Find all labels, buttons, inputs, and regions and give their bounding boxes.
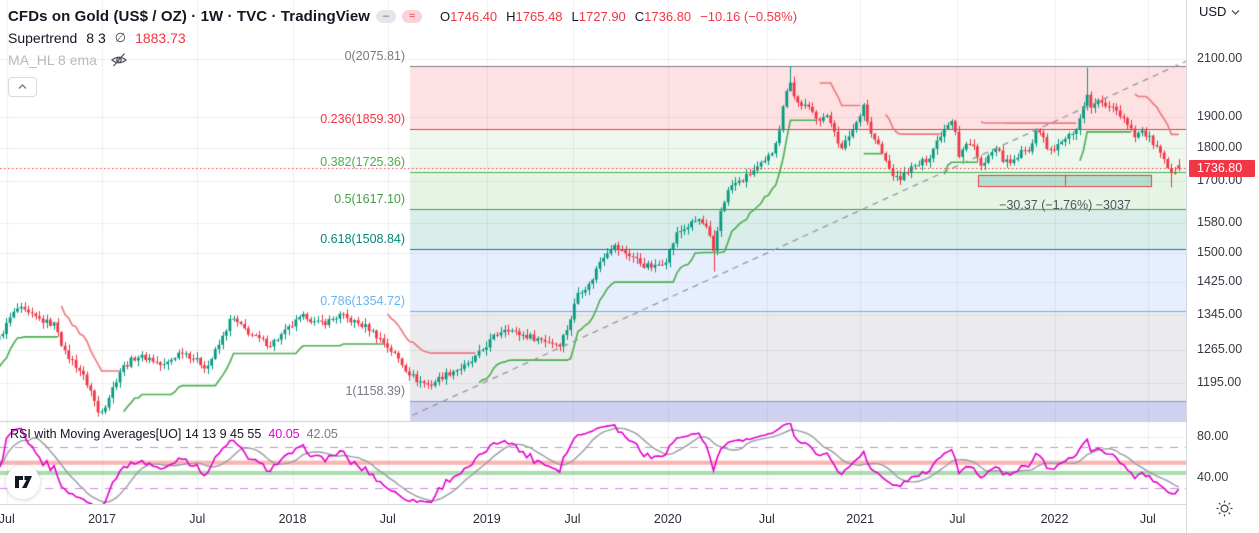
rsi-tick-label: 80.00 — [1197, 429, 1229, 443]
rsi-ma-value: 42.05 — [306, 427, 338, 441]
rsi-tick-label: 40.00 — [1197, 470, 1229, 484]
last-price-badge: 1736.80 — [1189, 159, 1255, 177]
fib-level-label: 0.786(1354.72) — [320, 294, 406, 309]
time-tick-label: Jul — [1139, 512, 1156, 526]
rsi-value: 40.05 — [268, 427, 300, 441]
price-tick-label: 1195.00 — [1197, 375, 1242, 390]
price-tick-label: 1800.00 — [1197, 139, 1243, 154]
change-value: −10.16 (−0.58%) — [700, 8, 798, 24]
chart-legend: CFDs on Gold (US$ / OZ) · 1W · TVC · Tra… — [8, 5, 797, 97]
time-tick-label: 2020 — [653, 512, 682, 526]
mahl-legend-row[interactable]: MA_HL 8 ema — [8, 49, 797, 71]
time-tick-label: Jul — [758, 512, 775, 526]
price-tick-label: 2100.00 — [1197, 51, 1243, 66]
fib-level-label: 0.236(1859.30) — [320, 112, 406, 127]
price-tick-label: 1425.00 — [1197, 274, 1243, 289]
rsi-legend-row[interactable]: RSI with Moving Averages[UO] 14 13 9 45 … — [10, 427, 338, 441]
theme-sun-icon[interactable] — [1211, 495, 1237, 521]
time-tick-label: 2017 — [88, 512, 116, 526]
chart-canvas[interactable] — [0, 0, 1186, 504]
legend-collapse-button[interactable] — [8, 77, 37, 97]
fib-level-label: 0.5(1617.10) — [334, 192, 406, 207]
price-tick-label: 1265.00 — [1197, 342, 1243, 357]
time-tick-label: 2022 — [1040, 512, 1069, 526]
measure-tool-label: −30.37 (−1.76%) −3037 — [999, 198, 1131, 212]
time-tick-label: 2019 — [472, 512, 501, 526]
chevron-down-icon — [1231, 9, 1240, 15]
time-tick-label: 2018 — [278, 512, 307, 526]
price-tick-label: 1900.00 — [1197, 108, 1243, 123]
price-axis[interactable]: USD 2100.00 1900.00 1800.00 1700.00 1580.00 1… — [1186, 0, 1259, 533]
time-tick-label: 2021 — [846, 512, 875, 526]
fib-level-label: 0.618(1508.84) — [320, 232, 406, 247]
hidden-eye-icon[interactable] — [110, 52, 128, 68]
time-tick-label: Jul — [379, 512, 396, 526]
fib-level-label: 1(1158.39) — [345, 384, 406, 398]
fib-level-label: 0(2075.81) — [344, 49, 406, 64]
supertrend-legend-row[interactable]: Supertrend 8 3 ∅ 1883.73 — [8, 30, 186, 46]
time-tick-label: Jul — [0, 512, 15, 526]
price-tick-label: 1580.00 — [1197, 214, 1243, 229]
symbol-title[interactable]: CFDs on Gold (US$ / OZ) · 1W · TVC · Tra… — [8, 7, 371, 25]
time-tick-label: Jul — [189, 512, 206, 526]
time-tick-label: Jul — [949, 512, 966, 526]
legend-collapse-toggle-icon[interactable]: – — [376, 9, 397, 23]
supertrend-value: 1883.73 — [135, 30, 186, 46]
similar-symbols-icon[interactable]: ≈ — [402, 9, 423, 23]
currency-dropdown[interactable]: USD — [1199, 4, 1240, 19]
price-tick-label: 1500.00 — [1197, 244, 1243, 259]
fib-level-label: 0.382(1725.36) — [320, 155, 406, 170]
average-symbol: ∅ — [114, 30, 127, 45]
tradingview-logo[interactable] — [6, 465, 40, 499]
time-axis[interactable]: Jul 2017 Jul 2018 Jul 2019 Jul 2020 Jul 2021 Jul 20… — [0, 504, 1259, 533]
time-tick-label: Jul — [564, 512, 581, 526]
price-tick-label: 1345.00 — [1197, 307, 1243, 322]
ohlc-values: O1746.40 H1765.48 L1727.90 C1736.80 −10.… — [440, 8, 798, 24]
